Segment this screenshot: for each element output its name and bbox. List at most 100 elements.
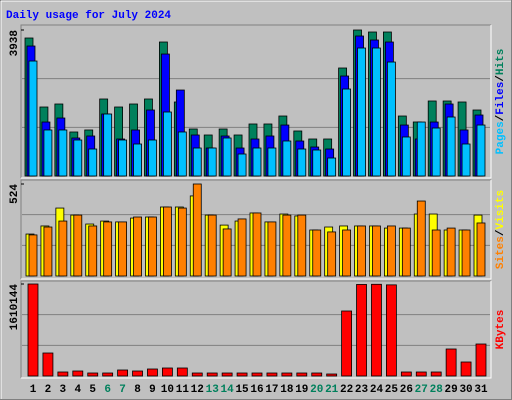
bar	[252, 212, 262, 277]
bar	[267, 221, 277, 277]
legend-separator: /	[495, 75, 507, 82]
bar	[431, 229, 441, 277]
bar	[341, 310, 353, 377]
bar	[476, 124, 486, 177]
bar	[475, 343, 487, 377]
legend-entry: Pages	[495, 121, 507, 154]
x-tick-label: 19	[295, 384, 308, 396]
x-tick-label: 17	[265, 384, 278, 396]
bar	[133, 216, 142, 277]
bar	[162, 111, 172, 177]
bar	[72, 370, 84, 377]
bar	[312, 149, 322, 177]
x-tick-label: 11	[176, 384, 190, 396]
x-tick-label: 23	[355, 384, 369, 396]
bar	[476, 222, 486, 277]
bar	[88, 225, 98, 277]
plot-edge	[20, 24, 491, 178]
bar	[297, 214, 307, 277]
bar	[446, 116, 456, 177]
bar	[251, 372, 263, 377]
legend-entry: Hits	[495, 49, 507, 75]
bar	[162, 206, 172, 277]
bar	[88, 148, 98, 177]
bar	[221, 372, 233, 377]
bar	[222, 137, 232, 177]
x-tick-label: 14	[221, 384, 235, 396]
bar	[415, 371, 427, 377]
x-tick-label: 6	[104, 384, 111, 396]
bar	[416, 200, 426, 277]
legend-entry: Files	[495, 82, 507, 115]
bar	[327, 231, 337, 277]
bar	[342, 88, 352, 177]
bar	[342, 229, 352, 277]
x-tick-label: 9	[149, 384, 156, 396]
bar	[73, 214, 83, 277]
bar	[28, 60, 38, 177]
bar	[372, 47, 381, 177]
bar	[27, 283, 39, 377]
bar	[161, 367, 173, 377]
legend-separator: /	[495, 114, 507, 121]
x-tick-label: 8	[134, 384, 141, 396]
x-tick-label: 29	[445, 384, 458, 396]
bar	[356, 284, 367, 377]
y-tick-label: 524	[9, 184, 21, 204]
x-tick-label: 18	[280, 384, 294, 396]
bar	[43, 129, 53, 177]
bar	[237, 153, 247, 177]
bar	[103, 113, 113, 177]
x-tick-label: 13	[206, 384, 220, 396]
x-tick-label: 30	[459, 384, 472, 396]
bar	[237, 218, 247, 277]
bar	[416, 121, 426, 177]
bar	[430, 371, 442, 377]
legend: KBytes	[495, 310, 507, 350]
bar	[28, 234, 38, 277]
bar	[177, 207, 187, 277]
bar	[357, 225, 366, 277]
bar	[207, 214, 217, 277]
x-tick-label: 16	[250, 384, 263, 396]
x-tick-label: 20	[310, 384, 323, 396]
bar	[461, 229, 471, 277]
x-tick-label: 27	[415, 384, 428, 396]
bar	[431, 127, 441, 177]
plot-edge	[20, 179, 491, 279]
legend-separator: /	[495, 229, 507, 236]
bar	[385, 284, 397, 377]
bar	[296, 372, 308, 377]
bar	[176, 367, 188, 377]
bar	[118, 221, 127, 277]
bar	[191, 372, 203, 377]
x-tick-label: 4	[74, 384, 81, 396]
legend: Sites/Visits	[495, 190, 507, 269]
bar	[372, 225, 381, 277]
bar	[252, 147, 262, 177]
bar	[222, 228, 232, 277]
x-tick-label: 12	[191, 384, 204, 396]
x-tick-label: 2	[45, 384, 52, 396]
bar	[103, 221, 113, 277]
bar	[102, 372, 114, 377]
x-tick-label: 24	[370, 384, 384, 396]
bar	[357, 47, 366, 177]
bar	[87, 372, 99, 377]
bar	[42, 352, 54, 377]
bar	[207, 147, 217, 177]
x-tick-label: 15	[235, 384, 249, 396]
bar	[148, 216, 157, 277]
x-tick-label: 5	[89, 384, 96, 396]
bar	[386, 61, 396, 177]
legend-entry: KBytes	[495, 310, 507, 350]
plot-edge	[20, 280, 491, 378]
bar	[282, 214, 292, 277]
bar	[236, 372, 248, 377]
y-tick-label: 1610144	[9, 284, 21, 331]
bar	[266, 372, 278, 377]
bar	[297, 148, 307, 177]
bar	[281, 372, 293, 377]
x-tick-label: 25	[385, 384, 399, 396]
